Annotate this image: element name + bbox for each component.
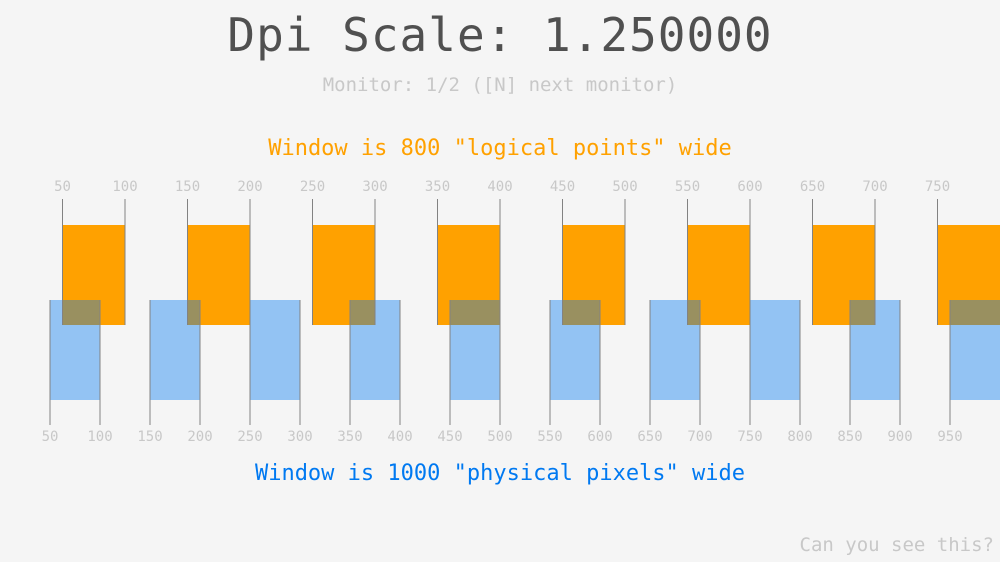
physical-tick-label: 350	[337, 429, 363, 445]
logical-tick-label: 500	[612, 179, 638, 195]
physical-tick-label: 400	[387, 429, 413, 445]
physical-tick-label: 800	[787, 429, 813, 445]
logical-rect	[937, 225, 1000, 325]
logical-rect	[812, 225, 875, 325]
physical-tick-label: 450	[437, 429, 463, 445]
logical-rect	[62, 225, 125, 325]
physical-rect	[50, 300, 100, 400]
physical-rect	[150, 300, 200, 400]
physical-tick-label: 100	[87, 429, 113, 445]
logical-tick-label: 600	[737, 179, 763, 195]
physical-rect	[250, 300, 300, 400]
logical-rect	[437, 225, 500, 325]
logical-tick-label: 200	[237, 179, 263, 195]
logical-tick-label: 550	[674, 179, 701, 195]
physical-tick-label: 600	[587, 429, 613, 445]
logical-tick-label: 650	[799, 179, 826, 195]
physical-tick-label: 650	[637, 429, 663, 445]
physical-tick-label: 500	[487, 429, 513, 445]
physical-tick-label: 550	[537, 429, 563, 445]
physical-tick-label: 250	[237, 429, 263, 445]
physical-tick-label: 850	[837, 429, 863, 445]
physical-tick-label: 700	[687, 429, 713, 445]
physical-tick-label: 950	[937, 429, 963, 445]
logical-tick-label: 300	[362, 179, 388, 195]
logical-tick-label: 400	[487, 179, 513, 195]
logical-rect	[187, 225, 250, 325]
physical-rect	[950, 300, 1000, 400]
logical-tick-label: 750	[924, 179, 951, 195]
physical-width-label: Window is 1000 "physical pixels" wide	[254, 461, 746, 486]
logical-rect	[687, 225, 750, 325]
physical-rect	[550, 300, 600, 400]
physical-tick-label: 50	[41, 429, 59, 445]
physical-tick-label: 200	[187, 429, 213, 445]
logical-tick-label: 100	[112, 179, 138, 195]
logical-tick-label: 50	[54, 179, 71, 195]
physical-tick-label: 750	[737, 429, 763, 445]
logical-tick-label: 350	[424, 179, 451, 195]
monitor-info: Monitor: 1/2 ([N] next monitor)	[322, 74, 678, 96]
physical-tick-label: 150	[137, 429, 163, 445]
physical-tick-label: 900	[887, 429, 913, 445]
logical-tick-label: 450	[549, 179, 576, 195]
logical-tick-label: 150	[174, 179, 201, 195]
logical-rect	[312, 225, 375, 325]
corner-text: Can you see this?	[799, 534, 994, 556]
page-title: Dpi Scale: 1.250000	[227, 8, 773, 62]
physical-rect	[650, 300, 700, 400]
logical-tick-label: 700	[862, 179, 888, 195]
physical-tick-label: 300	[287, 429, 313, 445]
physical-rect	[750, 300, 800, 400]
physical-rect	[450, 300, 500, 400]
logical-tick-label: 250	[299, 179, 326, 195]
logical-width-label: Window is 800 "logical points" wide	[268, 136, 732, 161]
logical-rect	[562, 225, 625, 325]
